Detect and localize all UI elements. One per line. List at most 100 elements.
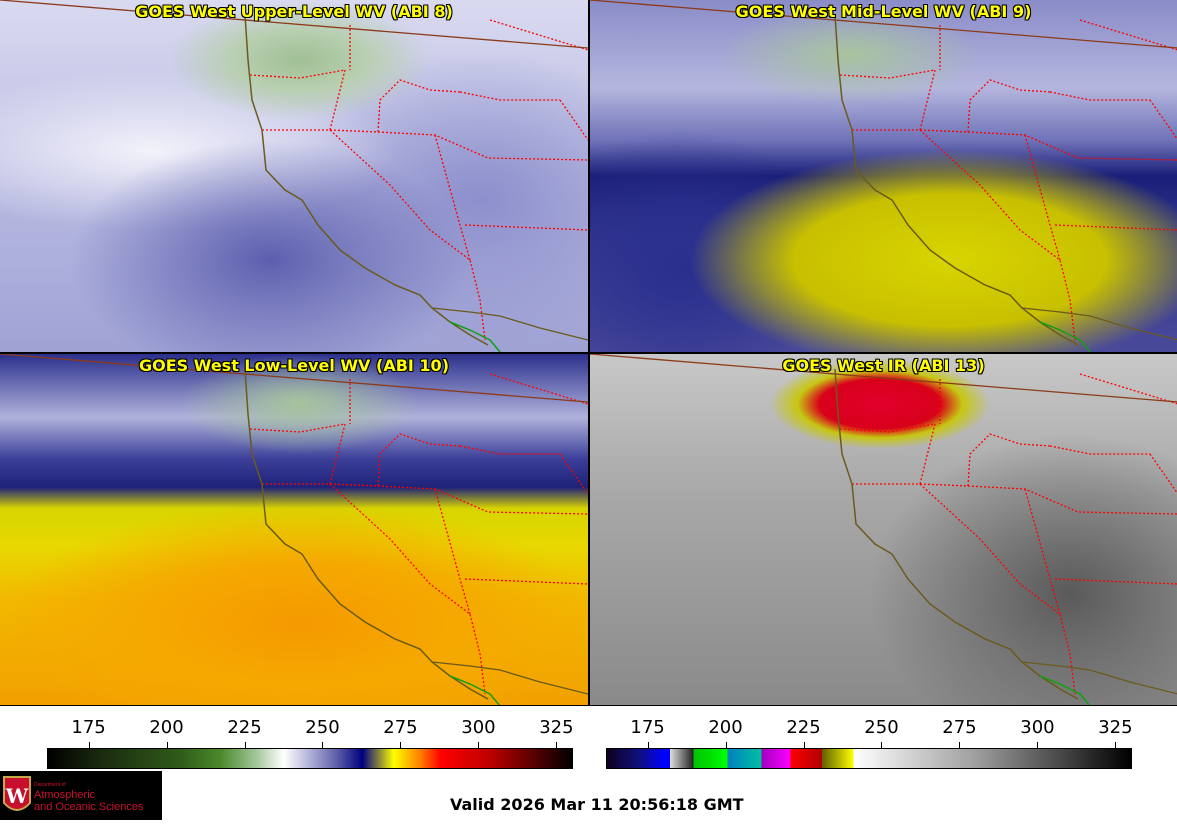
colorbar-tick-label: 325 (1098, 717, 1133, 738)
colorbar-tick-label: 300 (1020, 717, 1055, 738)
state-border (249, 423, 346, 433)
panel-title: GOES West Upper-Level WV (ABI 8) (135, 2, 453, 21)
state-border (489, 19, 588, 51)
state-border (459, 445, 560, 455)
colorbar-tick (725, 742, 727, 749)
colorbar-tick (244, 742, 246, 749)
colorbar-tick (322, 742, 324, 749)
map-overlay (0, 354, 588, 705)
state-border (967, 79, 1051, 133)
state-border (329, 423, 346, 485)
aos-logo: W Department of Atmospheric and Oceanic … (0, 771, 162, 820)
colorbar-tick (88, 742, 90, 749)
colorbar-tick-label: 275 (942, 717, 977, 738)
state-border (1054, 578, 1177, 585)
state-border (1149, 453, 1177, 494)
country-border (590, 0, 1177, 49)
state-border (329, 129, 486, 341)
colorbar-tick (1115, 742, 1117, 749)
wv-colorbar: 175 200 225 250 275 300 325 (47, 717, 574, 769)
low-level-wv-panel: GOES West Low-Level WV (ABI 10) (0, 354, 588, 705)
colorbar-tick-label: 175 (630, 717, 665, 738)
state-border (1149, 99, 1177, 140)
svg-text:Atmospheric: Atmospheric (34, 789, 96, 801)
colorbar-tick-label: 200 (149, 717, 184, 738)
svg-text:and Oceanic Sciences: and Oceanic Sciences (34, 801, 144, 813)
state-border (434, 488, 471, 615)
map-overlay (0, 0, 588, 352)
state-border (919, 423, 936, 485)
colorbar-tick-label: 225 (786, 717, 821, 738)
state-border (434, 134, 471, 261)
horizontal-divider (0, 352, 1177, 354)
colorbar-tick-label: 325 (539, 717, 574, 738)
country-border (0, 354, 588, 403)
coastline (244, 14, 489, 346)
state-border (839, 423, 936, 433)
state-border (377, 131, 588, 161)
state-border (489, 373, 588, 405)
bottom-divider (0, 705, 1177, 706)
state-border (464, 578, 588, 585)
mexico-border (1021, 307, 1177, 341)
state-border (262, 129, 379, 133)
mexico-border (1021, 661, 1177, 695)
state-border (377, 433, 461, 487)
colorbar-tick-label: 225 (227, 717, 262, 738)
baja-coast (1039, 675, 1091, 705)
map-overlay (590, 0, 1177, 352)
state-border (919, 129, 1076, 341)
state-border (262, 483, 379, 487)
svg-text:W: W (5, 784, 29, 808)
coastline (834, 14, 1079, 346)
colorbar-tick (959, 742, 961, 749)
colorbar-tick-label: 200 (708, 717, 743, 738)
state-border (919, 69, 936, 131)
uw-crest-icon: W Department of Atmospheric and Oceanic … (3, 776, 144, 813)
state-border (377, 79, 461, 133)
state-border (249, 69, 346, 79)
state-border (1079, 373, 1177, 405)
colorbar-tick-label: 250 (305, 717, 340, 738)
colorbar-tick (1037, 742, 1039, 749)
state-border (852, 483, 969, 487)
state-border (559, 99, 588, 141)
coastline (834, 368, 1079, 700)
state-border (967, 131, 1177, 161)
country-border (0, 0, 588, 49)
state-border (1054, 224, 1177, 231)
ir-panel: GOES West IR (ABI 13) (590, 354, 1177, 705)
colorbar-tick (400, 742, 402, 749)
panel-title: GOES West Mid-Level WV (ABI 9) (735, 2, 1032, 21)
state-border (329, 483, 486, 695)
colorbar-tick (556, 742, 558, 749)
colorbar-tick (881, 742, 883, 749)
state-border (559, 453, 588, 495)
colorbar-tick (647, 742, 649, 749)
baja-coast (449, 675, 501, 705)
state-border (967, 433, 1051, 487)
country-border (590, 354, 1177, 403)
state-border (459, 91, 560, 101)
mexico-border (431, 307, 588, 341)
state-border (852, 129, 969, 133)
baja-coast (449, 321, 501, 352)
valid-time: Valid 2026 Mar 11 20:56:18 GMT (450, 795, 744, 814)
map-overlay (590, 354, 1177, 705)
colorbar-tick (803, 742, 805, 749)
upper-level-wv-panel: GOES West Upper-Level WV (ABI 8) (0, 0, 588, 352)
state-border (1079, 19, 1177, 51)
state-border (919, 483, 1076, 695)
mexico-border (431, 661, 588, 695)
baja-coast (1039, 321, 1091, 352)
ir-colorbar: 175 200 225 250 275 300 325 (606, 717, 1133, 769)
state-border (1049, 91, 1150, 101)
panel-title: GOES West IR (ABI 13) (782, 356, 985, 375)
panel-title: GOES West Low-Level WV (ABI 10) (138, 356, 449, 375)
colorbar-tick-label: 175 (71, 717, 106, 738)
colorbar-tick (166, 742, 168, 749)
coastline (244, 368, 489, 700)
colorbar-tick-label: 300 (461, 717, 496, 738)
colorbar-tick-label: 275 (383, 717, 418, 738)
state-border (1049, 445, 1150, 455)
